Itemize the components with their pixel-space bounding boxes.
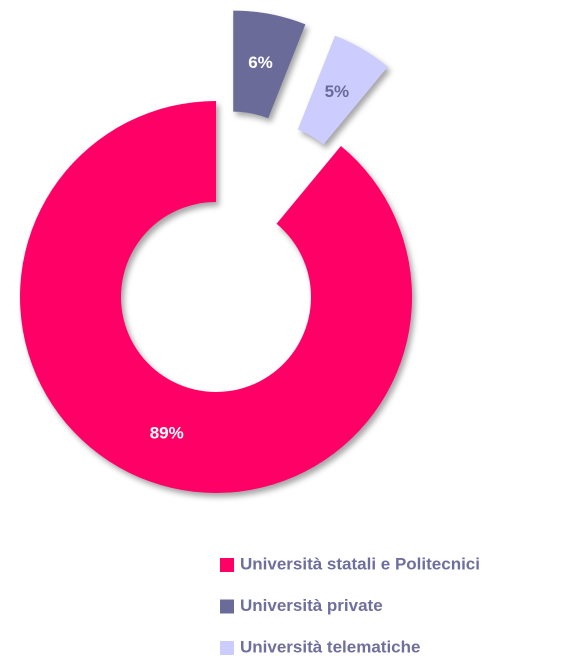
value-label: 89% — [150, 423, 184, 442]
legend-swatch — [220, 599, 234, 614]
legend-swatch — [220, 558, 234, 572]
donut-slice — [297, 35, 388, 145]
value-label: 5% — [325, 82, 350, 101]
value-label: 6% — [248, 53, 273, 72]
legend-label: Università statali e Politecnici — [240, 554, 480, 573]
legend-label: Università private — [240, 596, 383, 615]
legend-swatch — [220, 641, 234, 655]
legend-label: Università telematiche — [240, 637, 420, 656]
donut-slice — [233, 10, 306, 119]
donut-slice — [19, 101, 413, 494]
